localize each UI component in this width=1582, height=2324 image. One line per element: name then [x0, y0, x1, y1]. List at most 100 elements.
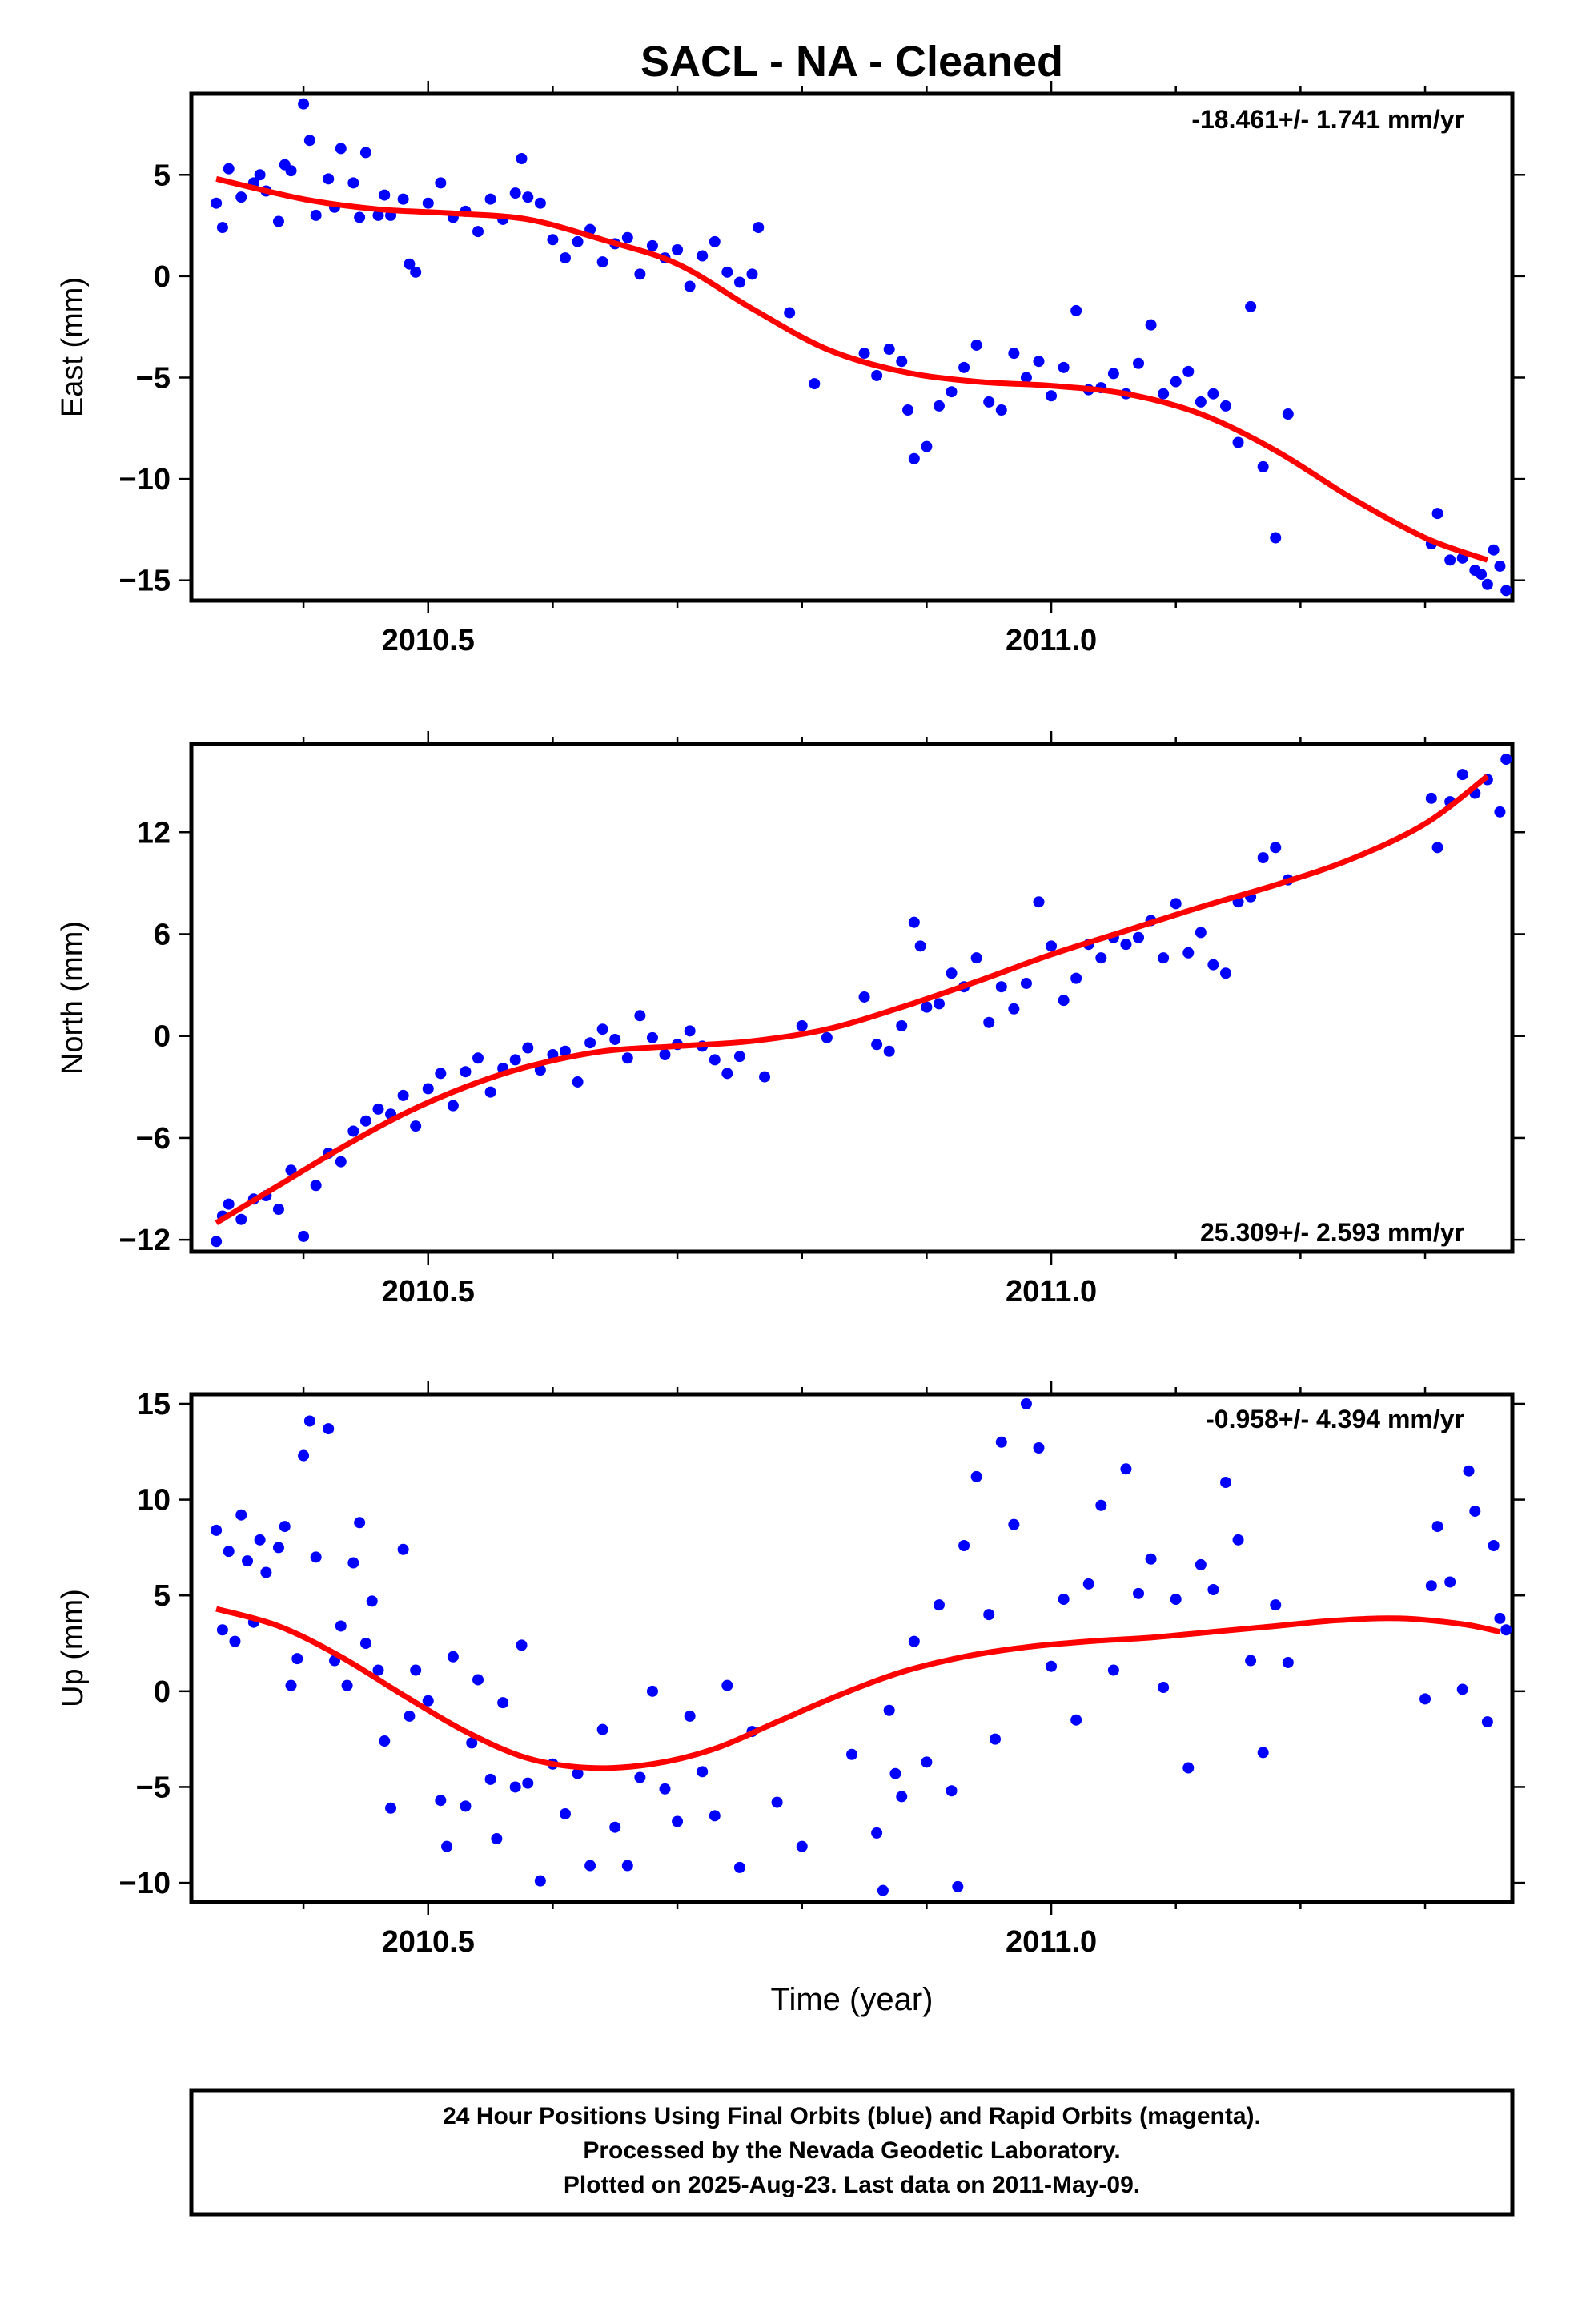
- north-rate-label: 25.309+/- 2.593 mm/yr: [1200, 1218, 1464, 1247]
- up-data-point: [1488, 1540, 1500, 1552]
- up-data-point: [285, 1679, 297, 1691]
- north-x-tick-label: 2011.0: [1006, 1275, 1097, 1309]
- north-data-point: [1020, 977, 1032, 989]
- up-data-point: [1020, 1397, 1032, 1409]
- east-data-point: [1020, 372, 1032, 384]
- north-data-point: [759, 1071, 771, 1083]
- up-data-point: [733, 1861, 745, 1873]
- up-data-point: [223, 1546, 235, 1558]
- up-data-point: [684, 1710, 696, 1722]
- east-data-point: [1008, 348, 1020, 360]
- up-data-point: [310, 1551, 322, 1563]
- up-y-tick-label: 5: [154, 1579, 171, 1613]
- footer-line-1: 24 Hour Positions Using Final Orbits (bl…: [443, 2103, 1261, 2129]
- north-data-point: [534, 1064, 546, 1076]
- up-data-point: [721, 1679, 733, 1691]
- up-data-point: [596, 1723, 608, 1735]
- up-data-point: [516, 1639, 528, 1651]
- east-data-point: [254, 169, 266, 181]
- north-data-point: [584, 1037, 596, 1049]
- up-data-point: [466, 1737, 478, 1749]
- north-data-point: [1120, 939, 1132, 951]
- north-data-point: [921, 1001, 933, 1013]
- east-y-tick-label: 5: [154, 159, 171, 192]
- north-data-point: [908, 916, 920, 928]
- up-data-point: [1095, 1499, 1107, 1511]
- up-data-point: [1170, 1593, 1182, 1605]
- north-data-point: [733, 1051, 745, 1063]
- north-data-point: [1500, 754, 1512, 766]
- north-data-point: [621, 1052, 633, 1064]
- up-data-point: [933, 1599, 945, 1611]
- up-data-point: [422, 1695, 434, 1707]
- up-data-point: [609, 1821, 621, 1833]
- up-y-tick-label: −5: [136, 1771, 171, 1804]
- east-data-point: [484, 193, 496, 205]
- up-data-point: [385, 1802, 397, 1814]
- north-data-point: [684, 1025, 696, 1037]
- east-data-point: [372, 209, 384, 221]
- up-data-point: [272, 1542, 284, 1554]
- north-data-point: [359, 1115, 371, 1127]
- up-data-point: [1245, 1655, 1257, 1667]
- north-y-tick-label: 0: [154, 1020, 171, 1054]
- east-data-point: [404, 258, 416, 270]
- north-data-point: [347, 1125, 359, 1137]
- up-data-point: [1195, 1558, 1207, 1570]
- north-fit-curve: [215, 774, 1489, 1225]
- footer-line-3: Plotted on 2025-Aug-23. Last data on 201…: [564, 2172, 1140, 2198]
- up-data-point: [846, 1748, 857, 1760]
- up-data-point: [1158, 1682, 1170, 1694]
- north-data-point: [1195, 927, 1207, 939]
- up-data-point: [1219, 1477, 1231, 1489]
- east-data-point: [1207, 388, 1219, 400]
- east-data-point: [435, 177, 447, 189]
- north-data-point: [1270, 842, 1282, 854]
- north-data-point: [1070, 972, 1082, 984]
- north-data-point: [447, 1100, 459, 1112]
- east-data-point: [516, 153, 528, 165]
- east-data-point: [970, 339, 982, 351]
- east-data-point: [347, 177, 359, 189]
- east-panel: 2010.5 2011.0 5 0 −5 −10 −15 East (mm) -18.461+/…: [56, 81, 1525, 657]
- up-data-point: [303, 1415, 315, 1427]
- east-y-tick-label: −10: [119, 463, 171, 497]
- north-data-point: [709, 1054, 721, 1066]
- east-data-point: [995, 404, 1007, 416]
- up-data-point: [1419, 1693, 1431, 1705]
- east-data-point: [1133, 357, 1145, 369]
- north-y-tick-label: −6: [136, 1122, 171, 1156]
- up-data-point: [1463, 1465, 1475, 1477]
- east-data-point: [1500, 585, 1512, 597]
- east-data-point: [235, 191, 247, 203]
- up-panel: 2010.5 2011.0 15 10 5 0 −5 −10 Up (mm) -0.958+/- …: [56, 1381, 1525, 1959]
- east-data-point: [697, 250, 709, 262]
- north-data-point: [1095, 952, 1107, 964]
- east-data-point: [422, 197, 434, 209]
- up-data-point: [1232, 1534, 1244, 1546]
- up-data-point: [279, 1521, 291, 1533]
- north-data-point: [559, 1045, 571, 1057]
- up-data-point: [1425, 1580, 1437, 1592]
- north-data-point: [659, 1049, 671, 1061]
- chart-title: SACL - NA - Cleaned: [640, 38, 1063, 86]
- up-y-tick-label: 15: [137, 1388, 171, 1421]
- east-data-point: [1046, 390, 1058, 402]
- up-data-point: [509, 1781, 521, 1793]
- up-data-point: [1033, 1441, 1045, 1454]
- north-data-point: [1170, 898, 1182, 910]
- east-data-point: [933, 400, 945, 412]
- up-data-point: [372, 1664, 384, 1676]
- east-data-point: [1476, 569, 1488, 581]
- up-data-point: [354, 1517, 366, 1529]
- up-data-point: [958, 1540, 970, 1552]
- up-data-point: [1481, 1716, 1493, 1728]
- east-data-point: [646, 239, 658, 251]
- north-data-point: [298, 1230, 310, 1242]
- east-data-point: [721, 266, 733, 278]
- north-y-axis-label: North (mm): [56, 921, 90, 1075]
- up-data-point: [522, 1777, 534, 1789]
- up-data-point: [1046, 1660, 1058, 1672]
- east-data-point: [272, 215, 284, 227]
